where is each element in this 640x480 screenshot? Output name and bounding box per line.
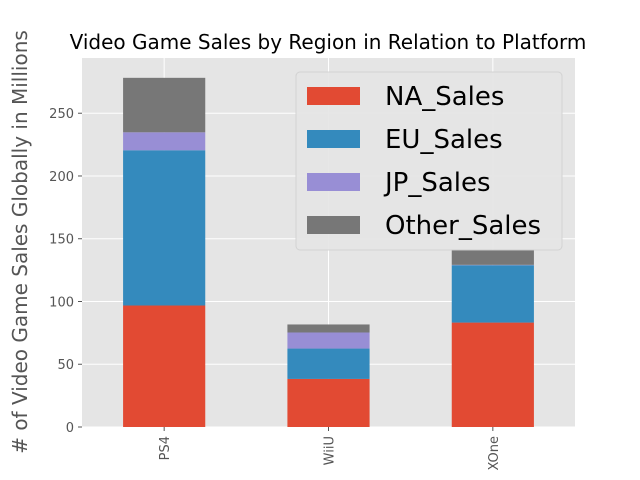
legend-swatch [307,130,360,148]
legend-swatch [307,87,360,105]
bar-other-sales-ps4 [123,77,206,133]
chart-title: Video Game Sales by Region in Relation t… [70,30,587,54]
bar-other-sales-wiiu [287,324,370,333]
legend-swatch [307,216,360,234]
y-tick-label: 150 [49,233,74,248]
y-tick-label: 100 [49,295,74,310]
bar-na-sales-wiiu [287,378,370,427]
legend-swatch [307,173,360,191]
x-tick-label: XOne [487,436,502,471]
y-tick-label: 200 [49,170,74,185]
y-axis-ticks: 0 50 100 150 200 250 [49,107,82,436]
x-tick-label: WiiU [323,436,338,465]
legend-label: JP_Sales [383,168,491,198]
legend-label: EU_Sales [385,125,503,155]
bar-other-sales-xone [451,249,534,265]
y-tick-label: 250 [49,107,74,122]
y-tick-label: 0 [66,421,74,436]
legend-label: NA_Sales [385,82,504,112]
bar-eu-sales-xone [451,265,534,323]
bar-na-sales-xone [451,322,534,427]
bar-jp-sales-ps4 [123,132,206,151]
bar-na-sales-ps4 [123,305,206,427]
bar-eu-sales-wiiu [287,348,370,379]
bar-jp-sales-wiiu [287,332,370,349]
x-axis-ticks: PS4 WiiU XOne [158,427,502,471]
legend-label: Other_Sales [385,211,541,241]
bar-eu-sales-ps4 [123,150,206,306]
y-axis-label: # of Video Game Sales Globally in Millio… [8,30,32,454]
y-tick-label: 50 [57,358,74,373]
x-tick-label: PS4 [158,436,173,460]
legend-box [295,71,563,251]
legend: NA_Sales EU_Sales JP_Sales Other_Sales [295,71,563,251]
bars [123,77,534,427]
